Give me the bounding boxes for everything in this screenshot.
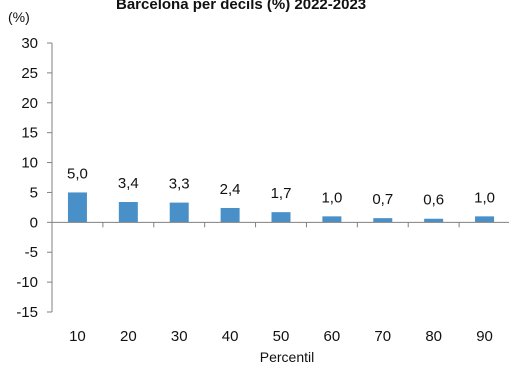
data-label: 1,0 (474, 189, 495, 206)
y-tick-label: 25 (21, 65, 38, 82)
x-axis-title: Percentil (260, 349, 314, 365)
y-tick-label: -15 (16, 304, 38, 321)
y-tick-label: 5 (30, 184, 38, 201)
y-tick-label: 20 (21, 95, 38, 112)
y-tick-label: 10 (21, 155, 38, 172)
bar-90 (475, 216, 495, 223)
x-tick-label: 20 (120, 328, 137, 345)
bar-10 (67, 192, 87, 223)
bar-20 (118, 202, 138, 223)
data-label: 2,4 (220, 181, 241, 198)
bars (67, 192, 495, 223)
x-tick-label: 60 (324, 328, 341, 345)
x-tick-label: 40 (222, 328, 239, 345)
bar-40 (220, 207, 240, 223)
x-tick-label: 80 (425, 328, 442, 345)
y-axis-title: (%) (8, 9, 30, 25)
bar-30 (169, 202, 189, 223)
data-labels: 5,0 3,4 3,3 2,4 1,7 1,0 0,7 0,6 1,0 (67, 165, 495, 208)
x-tick-label: 90 (476, 328, 493, 345)
y-tick-label: 0 (30, 214, 38, 231)
x-axis: 10 20 30 40 50 60 70 80 90 (51, 221, 509, 345)
data-label: 5,0 (67, 165, 88, 182)
bar-50 (271, 212, 291, 223)
data-label: 3,3 (169, 176, 190, 193)
data-label: 1,7 (271, 185, 292, 202)
x-tick-label: 50 (273, 328, 290, 345)
bar-60 (322, 216, 342, 223)
x-tick-label: 10 (69, 328, 86, 345)
y-tick-label: 30 (21, 35, 38, 52)
y-tick-label: -5 (25, 244, 38, 261)
bar-70 (373, 218, 393, 223)
x-tick-label: 30 (171, 328, 188, 345)
chart-title: Barcelona per decils (%) 2022-2023 (116, 0, 366, 13)
data-label: 3,4 (118, 175, 139, 192)
data-label: 0,6 (423, 192, 444, 209)
data-label: 1,0 (321, 189, 342, 206)
y-tick-label: -10 (16, 274, 38, 291)
x-tick-label: 70 (374, 328, 391, 345)
y-axis: 30 25 20 15 10 5 0 -5 -10 -15 (16, 35, 53, 321)
bar-80 (424, 218, 444, 223)
y-tick-label: 15 (21, 125, 38, 142)
data-label: 0,7 (372, 191, 393, 208)
